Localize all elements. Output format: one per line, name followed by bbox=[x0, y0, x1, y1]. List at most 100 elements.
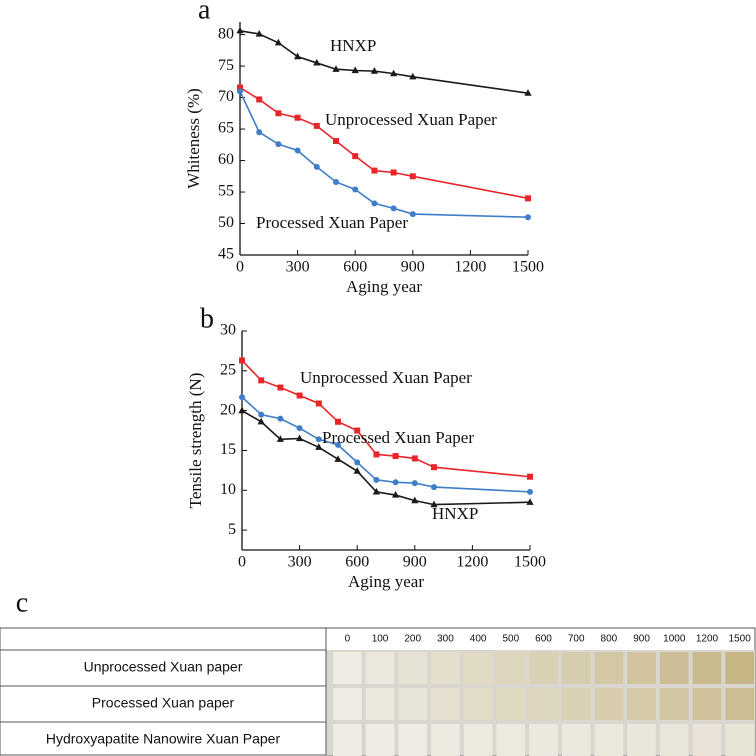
point bbox=[238, 406, 246, 414]
sample-swatch bbox=[365, 724, 395, 756]
sample-swatch bbox=[659, 724, 689, 756]
column-header: 300 bbox=[437, 634, 454, 645]
point bbox=[256, 96, 263, 103]
sample-swatch bbox=[659, 688, 689, 720]
point bbox=[257, 417, 265, 425]
point bbox=[390, 169, 397, 176]
column-header: 900 bbox=[633, 634, 650, 645]
x-tick-label: 300 bbox=[286, 259, 310, 276]
sample-swatch bbox=[659, 652, 689, 684]
panel-label: a bbox=[198, 0, 211, 25]
point bbox=[431, 464, 437, 471]
y-axis-title: Whiteness (%) bbox=[184, 88, 203, 189]
point bbox=[351, 66, 359, 74]
point bbox=[315, 443, 323, 450]
point bbox=[237, 84, 243, 91]
point bbox=[352, 153, 359, 160]
series-label: Processed Xuan Paper bbox=[256, 213, 408, 232]
point bbox=[236, 26, 244, 34]
column-header: 500 bbox=[502, 634, 519, 645]
point bbox=[354, 459, 361, 466]
point bbox=[333, 178, 339, 185]
point bbox=[258, 377, 265, 384]
point bbox=[392, 491, 400, 498]
sample-swatch bbox=[463, 724, 493, 756]
panel-label: c bbox=[16, 587, 28, 618]
y-tick-label: 15 bbox=[220, 441, 236, 458]
point bbox=[294, 147, 301, 154]
row-label: Processed Xuan paper bbox=[92, 695, 235, 711]
sample-swatch bbox=[463, 688, 493, 720]
point bbox=[411, 480, 418, 487]
sample-swatch bbox=[594, 724, 624, 756]
point bbox=[277, 384, 284, 391]
x-tick-label: 0 bbox=[238, 554, 246, 571]
point bbox=[409, 72, 417, 80]
point bbox=[524, 89, 532, 96]
x-tick-label: 1500 bbox=[514, 554, 546, 571]
point bbox=[334, 455, 342, 462]
sample-swatch bbox=[463, 652, 493, 684]
point bbox=[370, 67, 378, 74]
sample-swatch bbox=[496, 724, 526, 756]
point bbox=[430, 500, 438, 508]
point bbox=[294, 52, 302, 60]
y-tick-label: 50 bbox=[218, 214, 234, 231]
column-header: 1200 bbox=[696, 634, 719, 645]
sample-swatch bbox=[431, 688, 460, 720]
y-tick-label: 5 bbox=[228, 521, 236, 538]
point bbox=[390, 69, 398, 77]
row-label: Hydroxyapatite Nanowire Xuan Paper bbox=[46, 731, 281, 747]
series-label: HNXP bbox=[330, 36, 376, 55]
point bbox=[411, 455, 418, 462]
column-header: 400 bbox=[470, 634, 487, 645]
column-header: 200 bbox=[404, 634, 421, 645]
point bbox=[392, 453, 399, 460]
point bbox=[276, 435, 284, 442]
x-tick-label: 1500 bbox=[512, 259, 544, 276]
x-tick-label: 600 bbox=[345, 554, 369, 571]
point bbox=[313, 122, 320, 129]
series-line bbox=[239, 30, 529, 94]
point bbox=[335, 418, 341, 425]
sample-swatch bbox=[594, 652, 624, 684]
point bbox=[373, 476, 380, 483]
sample-swatch bbox=[561, 652, 591, 684]
sample-swatch bbox=[333, 688, 362, 720]
x-tick-label: 600 bbox=[343, 259, 367, 276]
point bbox=[352, 186, 359, 193]
y-tick-label: 45 bbox=[218, 246, 234, 263]
point bbox=[372, 487, 380, 495]
point bbox=[296, 434, 304, 442]
x-tick-label: 900 bbox=[401, 259, 425, 276]
sample-swatch bbox=[561, 688, 591, 720]
x-tick-label: 1200 bbox=[454, 259, 486, 276]
point bbox=[255, 29, 263, 37]
point bbox=[527, 488, 533, 495]
sample-swatch bbox=[725, 724, 754, 756]
sample-swatch bbox=[529, 688, 558, 720]
sample-swatch bbox=[529, 652, 558, 684]
x-tick-label: 900 bbox=[403, 554, 427, 571]
y-tick-label: 75 bbox=[218, 57, 234, 74]
series-label: Unprocessed Xuan Paper bbox=[325, 110, 497, 129]
series-line bbox=[241, 359, 531, 478]
point bbox=[313, 58, 321, 66]
series-line bbox=[239, 86, 529, 200]
row-label: Unprocessed Xuan paper bbox=[84, 659, 243, 675]
x-axis-title: Aging year bbox=[346, 277, 422, 296]
column-header: 100 bbox=[372, 634, 389, 645]
y-tick-label: 70 bbox=[218, 88, 234, 105]
sample-swatch bbox=[398, 724, 428, 756]
point bbox=[525, 195, 531, 202]
point bbox=[354, 427, 361, 434]
sample-swatch bbox=[692, 688, 722, 720]
series-label: Processed Xuan Paper bbox=[322, 428, 474, 447]
sample-swatch bbox=[725, 688, 754, 720]
point bbox=[392, 479, 399, 486]
point bbox=[313, 163, 320, 170]
point bbox=[275, 110, 282, 117]
point bbox=[239, 394, 245, 401]
sample-swatch bbox=[627, 724, 656, 756]
